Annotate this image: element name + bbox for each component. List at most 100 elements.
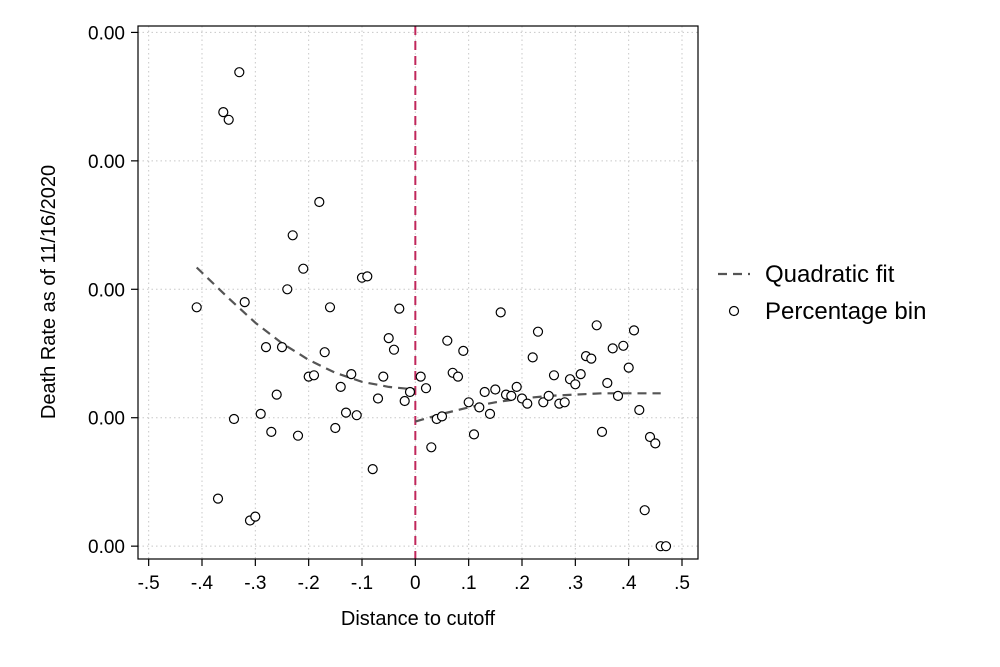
percentage-bin-point [255,408,266,419]
percentage-bin-point [442,335,453,346]
percentage-bin-point [378,371,389,382]
percentage-bin-point [596,426,608,437]
percentage-bin-point [250,511,261,522]
percentage-bin-point [239,297,250,308]
percentage-bin-point [628,325,640,336]
percentage-bin-point [330,422,341,434]
percentage-bin-point [426,442,437,453]
percentage-bin-point [490,384,501,395]
percentage-bin-point [618,340,629,351]
quadratic-fit-line [195,266,416,391]
percentage-bin-point [362,271,373,282]
x-tick-label: .5 [674,573,690,594]
percentage-bin-point [404,386,416,398]
percentage-bin-point [468,429,480,440]
percentage-bin-point [212,493,224,504]
percentage-bin-point [586,353,597,364]
x-tick-label: -.2 [298,573,320,594]
percentage-bin-point [314,196,325,208]
percentage-bin-point [287,230,298,241]
plot-frame [137,25,699,560]
percentage-bin-point [420,383,432,394]
percentage-bin-point [522,398,533,409]
percentage-bin-point [191,302,202,313]
percentage-bin-point [458,345,469,356]
y-tick-label: 0.00 [88,409,125,430]
y-axis-title: Death Rate as of 11/16/2020 [38,165,60,419]
percentage-bin-point [319,347,330,358]
percentage-bin-point [383,333,394,344]
x-tick-label: -.1 [351,573,373,594]
x-tick-label: 0 [410,573,421,594]
quadratic-fit-line [414,392,661,423]
percentage-bin-point [436,411,448,422]
percentage-bin-point [543,390,554,401]
y-tick-label: 0.00 [88,152,125,173]
x-tick-label: -.5 [138,573,160,594]
legend-points-label: Percentage bin [765,298,926,325]
percentage-bin-point [372,393,384,404]
percentage-bin-point [634,404,645,416]
percentage-bin-point [538,397,549,408]
percentage-bin-point [532,326,544,337]
percentage-bin-point [351,410,362,421]
percentage-bin-point [506,390,517,401]
percentage-bin-point [415,371,426,382]
percentage-bin-point [644,431,656,443]
percentage-bin-point [276,342,288,353]
percentage-bin-series [191,67,672,552]
percentage-bin-point [346,369,357,380]
percentage-bin-point [575,369,586,380]
percentage-bin-point [484,408,496,419]
x-tick-label: .4 [621,573,637,594]
percentage-bin-point [218,106,229,118]
percentage-bin-point [340,407,352,418]
y-tick-label: 0.00 [88,280,125,301]
percentage-bin-point [639,505,650,516]
percentage-bin-point [271,389,282,400]
legend: Quadratic fit Percentage bin [718,261,926,325]
percentage-bin-point [607,343,618,354]
percentage-bin-point [308,370,320,381]
x-axis-title: Distance to cutoff [341,608,496,630]
legend-points-swatch [728,305,740,317]
percentage-bin-point [234,67,245,78]
percentage-bin-point [623,362,634,373]
percentage-bin-point [479,386,490,398]
x-tick-label: -.4 [191,573,214,594]
percentage-bin-point [548,370,560,381]
x-tick-label: -.3 [244,573,266,594]
percentage-bin-point [260,342,272,353]
y-tick-label: 0.00 [88,23,125,44]
percentage-bin-point [394,303,405,314]
percentage-bin-point [223,114,234,125]
x-tick-label: .1 [461,573,477,594]
percentage-bin-point [570,379,581,390]
percentage-bin-point [452,371,464,382]
percentage-bin-point [650,438,661,449]
percentage-bin-point [388,344,400,355]
legend-fit-label: Quadratic fit [765,261,895,288]
percentage-bin-point [335,381,346,392]
percentage-bin-point [266,426,277,437]
percentage-bin-point [324,302,336,313]
x-tick-label: .2 [514,573,530,594]
percentage-bin-point [463,397,474,408]
percentage-bin-point [591,320,602,331]
percentage-bin-point [559,397,570,408]
percentage-bin-point [282,284,293,295]
percentage-bin-point [399,395,410,407]
percentage-bin-point [474,402,485,413]
percentage-bin-point [527,352,538,363]
percentage-bin-point [495,307,506,318]
percentage-bin-point [660,541,672,552]
percentage-bin-point [602,377,613,389]
percentage-bin-point [228,413,240,425]
axes: -.5 -.4 -.3 -.2 -.1 0 .1 .2 .3 .4 .5 0.00 0.00 0.00 0.… [88,23,690,594]
grid [138,26,698,559]
percentage-bin-point [292,430,304,441]
x-tick-label: .3 [567,573,583,594]
percentage-bin-point [367,464,378,475]
y-tick-label: 0.00 [88,537,125,558]
